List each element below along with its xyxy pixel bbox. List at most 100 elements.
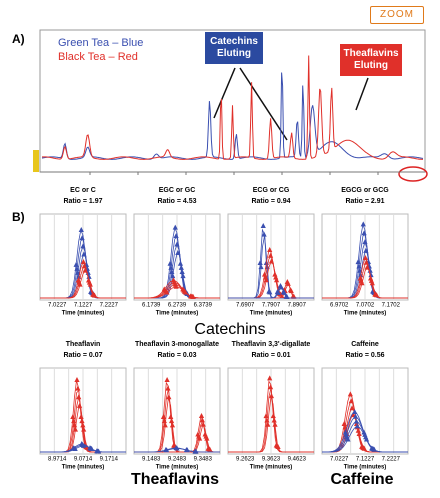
marker: [265, 421, 271, 427]
marker: [77, 281, 83, 287]
marker: [267, 384, 274, 390]
marker: [166, 394, 172, 400]
panel-b-label: B): [12, 210, 25, 224]
group-label: Caffeine: [330, 471, 393, 488]
marker: [363, 436, 370, 442]
marker: [278, 284, 284, 290]
marker: [353, 418, 359, 424]
marker: [165, 385, 171, 391]
marker: [363, 259, 369, 265]
marker: [273, 277, 280, 283]
x-tick-label: 6.9702: [330, 303, 349, 309]
marker: [87, 281, 93, 287]
marker: [174, 241, 180, 247]
marker: [81, 251, 87, 257]
marker: [170, 273, 176, 279]
marker: [175, 249, 181, 255]
marker: [360, 221, 366, 227]
marker: [182, 289, 189, 295]
marker: [363, 247, 369, 253]
marker: [369, 280, 375, 286]
marker: [180, 273, 186, 279]
marker: [361, 230, 367, 236]
marker: [362, 239, 368, 245]
marker: [356, 431, 362, 437]
group-label: Catechins: [194, 321, 265, 338]
panel-ratio: Ratio = 0.94: [251, 198, 290, 205]
marker: [193, 448, 199, 454]
marker: [82, 267, 88, 273]
panel-ratio: Ratio = 4.53: [157, 198, 196, 205]
marker: [258, 264, 264, 270]
callout: Theaflavins Eluting: [340, 44, 402, 76]
marker: [169, 422, 176, 428]
x-tick-label: 7.8907: [288, 303, 307, 309]
x-axis-label: Time (minutes): [62, 465, 105, 471]
marker: [263, 277, 269, 283]
trace: [41, 72, 424, 160]
x-tick-label: 7.2227: [100, 303, 119, 309]
marker: [362, 255, 369, 260]
marker: [78, 227, 84, 232]
marker: [361, 445, 367, 451]
x-tick-label: 6.2739: [168, 303, 187, 309]
marker: [267, 252, 274, 258]
x-axis-label: Time (minutes): [344, 465, 387, 471]
marker: [291, 293, 297, 299]
legend-entry: Black Tea – Red: [58, 51, 138, 63]
trace: [40, 269, 126, 299]
x-tick-label: 7.0227: [48, 303, 67, 309]
marker: [275, 444, 281, 450]
x-tick-label: 9.3483: [194, 457, 213, 463]
marker: [75, 385, 81, 391]
x-axis-label: Time (minutes): [156, 311, 199, 317]
marker: [197, 435, 203, 441]
panel-title: EGC or GC: [159, 187, 196, 194]
panel-ratio: Ratio = 2.91: [345, 198, 384, 205]
trace: [228, 286, 314, 299]
marker: [348, 398, 354, 404]
marker: [72, 426, 79, 432]
panel-title: ECG or CG: [253, 187, 290, 194]
arrow: [213, 67, 236, 119]
x-axis-label: Time (minutes): [62, 311, 105, 317]
marker: [207, 446, 213, 452]
marker: [173, 233, 179, 239]
marker: [168, 418, 175, 424]
x-tick-label: 9.3623: [262, 457, 281, 463]
group-label: Theaflavins: [131, 471, 219, 488]
panel-ratio: Ratio = 0.01: [251, 352, 290, 359]
marker: [200, 421, 206, 427]
marker: [164, 377, 170, 382]
marker: [288, 288, 294, 294]
callout: Catechins Eluting: [205, 32, 263, 64]
marker: [285, 280, 291, 286]
marker: [364, 264, 370, 270]
marker: [354, 423, 360, 429]
marker: [204, 435, 210, 441]
panel-title: EC or C: [70, 187, 96, 194]
marker: [272, 421, 278, 427]
panel-ratio: Ratio = 0.03: [157, 352, 196, 359]
trace: [322, 266, 408, 299]
marker: [261, 231, 267, 237]
panel-title: Theaflavin: [66, 341, 101, 348]
legend-entry: Green Tea – Blue: [58, 37, 143, 49]
marker: [345, 436, 351, 442]
marker: [268, 393, 275, 399]
marker: [164, 447, 170, 453]
x-tick-label: 9.0714: [74, 457, 93, 463]
x-tick-label: 9.2623: [236, 457, 255, 463]
arrow: [355, 77, 369, 111]
marker: [267, 289, 273, 295]
trace: [322, 426, 408, 453]
panel-a-label: A): [12, 32, 25, 46]
marker: [164, 289, 170, 295]
x-tick-label: 7.1227: [356, 457, 375, 463]
marker: [72, 446, 78, 452]
marker: [162, 422, 168, 428]
zoom-button[interactable]: ZOOM: [370, 6, 424, 24]
marker: [352, 413, 359, 419]
x-tick-label: 6.3739: [194, 303, 213, 309]
